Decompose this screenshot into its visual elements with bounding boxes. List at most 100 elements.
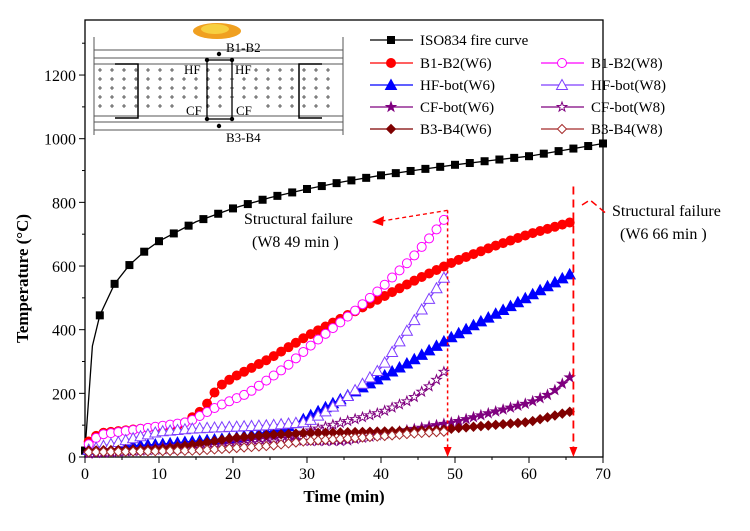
data-point xyxy=(364,431,376,443)
data-point xyxy=(415,302,429,315)
x-axis-label: Time (min) xyxy=(303,487,384,506)
x-tick-label: 10 xyxy=(151,466,167,483)
data-point xyxy=(400,324,414,336)
data-point xyxy=(362,173,371,182)
data-point xyxy=(511,399,525,412)
data-point xyxy=(216,443,228,455)
inset-label: HF xyxy=(184,62,201,77)
stud-right xyxy=(298,63,322,119)
x-tick-label: 60 xyxy=(521,466,537,483)
data-point xyxy=(525,152,533,161)
data-point xyxy=(341,389,355,401)
data-point xyxy=(83,446,94,458)
data-point xyxy=(164,445,176,457)
legend-marker xyxy=(555,100,569,113)
legend-label: B1-B2(W6) xyxy=(420,56,492,72)
data-point xyxy=(437,271,451,283)
data-point xyxy=(599,139,607,148)
data-point xyxy=(320,434,331,446)
data-point xyxy=(214,209,223,218)
data-point xyxy=(113,446,124,457)
data-point xyxy=(416,241,427,252)
data-point xyxy=(557,408,568,419)
data-point xyxy=(275,429,287,440)
data-point xyxy=(349,432,361,444)
data-point xyxy=(273,191,282,200)
legend-label: B3-B4(W6) xyxy=(420,122,492,138)
data-point xyxy=(246,431,257,442)
data-point xyxy=(317,182,326,191)
data-point xyxy=(268,429,279,440)
data-point xyxy=(394,429,405,440)
data-point xyxy=(305,435,316,447)
data-point xyxy=(496,403,510,415)
data-point xyxy=(187,445,198,456)
data-point xyxy=(298,333,309,344)
series-group xyxy=(81,139,607,459)
annotation-text: Structural failure xyxy=(612,203,721,220)
data-point xyxy=(482,406,495,419)
data-point xyxy=(90,446,102,458)
data-point xyxy=(495,155,504,164)
data-point xyxy=(243,200,252,209)
data-point xyxy=(332,179,341,188)
data-point xyxy=(224,374,235,385)
data-point xyxy=(238,431,250,443)
data-point xyxy=(422,292,436,304)
data-point xyxy=(370,364,384,377)
data-point xyxy=(569,144,578,153)
data-point xyxy=(378,356,392,368)
data-point xyxy=(172,445,183,457)
y-tick-label: 400 xyxy=(52,323,76,340)
data-point xyxy=(465,159,474,168)
data-point xyxy=(436,162,445,171)
data-point xyxy=(519,397,532,410)
data-point xyxy=(438,214,449,225)
legend-marker xyxy=(384,78,398,90)
data-point xyxy=(253,430,265,441)
data-point xyxy=(393,334,406,347)
series-b3-b4-w8- xyxy=(83,426,450,458)
legend-label: B3-B4(W8) xyxy=(591,122,663,138)
data-point xyxy=(407,313,421,326)
data-point xyxy=(372,286,383,297)
legend-marker xyxy=(556,123,568,135)
legend-item: B1-B2(W6) xyxy=(370,56,492,72)
data-point xyxy=(430,373,443,386)
data-point xyxy=(542,412,553,423)
legend-marker xyxy=(555,78,569,90)
data-point xyxy=(326,418,340,431)
data-point xyxy=(400,394,414,407)
data-point xyxy=(483,420,494,431)
data-point xyxy=(541,388,554,401)
data-point xyxy=(140,247,149,256)
data-point xyxy=(320,328,331,339)
data-point xyxy=(475,420,487,432)
data-point xyxy=(415,385,428,398)
data-point xyxy=(548,383,562,396)
data-point xyxy=(386,430,398,441)
data-point xyxy=(438,426,450,437)
data-point xyxy=(327,323,338,334)
arrow-left-icon xyxy=(372,216,384,226)
data-point xyxy=(356,377,369,389)
series-b1-b2-w8- xyxy=(83,214,449,450)
data-point xyxy=(194,445,205,456)
data-point xyxy=(327,434,339,445)
data-point xyxy=(229,204,237,213)
legend: ISO834 fire curve B1-B2(W6) HF-bot(W6) CF-b… xyxy=(370,33,666,138)
pointer-line xyxy=(581,199,609,216)
data-point xyxy=(453,422,464,434)
data-point xyxy=(564,217,575,228)
thermocouple-point xyxy=(229,116,235,122)
y-tick-label: 1000 xyxy=(44,132,76,149)
data-point xyxy=(556,377,569,390)
pointer-line xyxy=(381,209,448,222)
data-point xyxy=(385,401,399,413)
data-point xyxy=(253,441,265,452)
legend-label: HF-bot(W6) xyxy=(420,78,495,94)
annotations: Structural failure (W8 49 min ) Structural… xyxy=(244,186,721,457)
data-point xyxy=(258,195,267,204)
data-point xyxy=(239,389,250,400)
